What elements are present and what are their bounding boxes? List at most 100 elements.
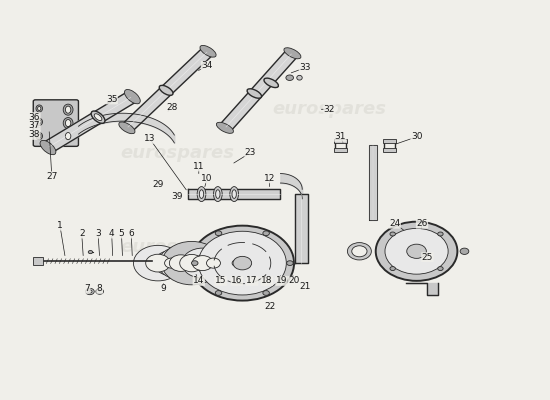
Ellipse shape xyxy=(232,190,236,198)
Text: 5: 5 xyxy=(119,229,124,238)
Text: 7: 7 xyxy=(84,284,90,293)
Circle shape xyxy=(196,250,231,276)
Circle shape xyxy=(390,266,395,270)
Ellipse shape xyxy=(284,48,301,59)
Circle shape xyxy=(162,242,222,285)
Circle shape xyxy=(169,255,192,271)
Text: 15: 15 xyxy=(215,276,226,285)
Ellipse shape xyxy=(216,190,220,198)
Text: eurospares: eurospares xyxy=(272,100,387,118)
Ellipse shape xyxy=(65,132,71,140)
Circle shape xyxy=(164,258,179,268)
Circle shape xyxy=(385,228,448,274)
Ellipse shape xyxy=(197,186,206,202)
Text: 19: 19 xyxy=(276,276,287,285)
Circle shape xyxy=(206,258,221,268)
Ellipse shape xyxy=(36,132,42,140)
Text: 30: 30 xyxy=(411,132,422,141)
Bar xyxy=(334,139,347,143)
Ellipse shape xyxy=(65,120,71,127)
Ellipse shape xyxy=(119,122,135,134)
Circle shape xyxy=(215,291,222,295)
Circle shape xyxy=(407,244,426,258)
Circle shape xyxy=(215,231,222,236)
FancyBboxPatch shape xyxy=(33,100,79,146)
Circle shape xyxy=(199,231,287,295)
Text: 35: 35 xyxy=(106,95,117,104)
Text: 33: 33 xyxy=(299,63,311,72)
Text: 11: 11 xyxy=(193,162,205,171)
Ellipse shape xyxy=(40,140,56,155)
Circle shape xyxy=(88,250,92,254)
Ellipse shape xyxy=(65,106,71,113)
Ellipse shape xyxy=(199,190,204,198)
Circle shape xyxy=(182,248,223,278)
Circle shape xyxy=(154,250,189,276)
Text: 25: 25 xyxy=(422,253,433,262)
Text: 23: 23 xyxy=(245,148,256,157)
Ellipse shape xyxy=(230,186,239,202)
Text: 22: 22 xyxy=(264,302,275,311)
Polygon shape xyxy=(220,51,297,130)
Bar xyxy=(32,257,42,266)
Ellipse shape xyxy=(159,85,173,95)
Polygon shape xyxy=(188,189,280,199)
Ellipse shape xyxy=(213,186,222,202)
Ellipse shape xyxy=(94,114,102,120)
Text: 10: 10 xyxy=(201,174,213,183)
Circle shape xyxy=(232,260,241,266)
Text: 20: 20 xyxy=(288,276,300,285)
Ellipse shape xyxy=(37,120,41,124)
Ellipse shape xyxy=(36,118,42,126)
Bar xyxy=(383,148,396,152)
Ellipse shape xyxy=(37,106,41,110)
Text: 31: 31 xyxy=(334,132,346,141)
Bar xyxy=(334,148,347,152)
Text: 26: 26 xyxy=(416,219,428,228)
Text: eurospares: eurospares xyxy=(120,144,234,162)
Text: 17: 17 xyxy=(246,276,258,285)
Text: 16: 16 xyxy=(231,276,243,285)
Ellipse shape xyxy=(241,228,256,299)
Text: 4: 4 xyxy=(109,229,114,238)
Text: 12: 12 xyxy=(264,174,275,183)
Text: 21: 21 xyxy=(299,282,311,291)
Text: 36: 36 xyxy=(29,113,40,122)
Circle shape xyxy=(352,246,367,257)
Circle shape xyxy=(192,256,213,271)
Text: 6: 6 xyxy=(128,229,134,238)
Circle shape xyxy=(233,256,252,270)
Text: 3: 3 xyxy=(95,229,101,238)
Text: 37: 37 xyxy=(29,121,40,130)
Polygon shape xyxy=(122,49,212,130)
Circle shape xyxy=(146,254,170,272)
Ellipse shape xyxy=(63,118,73,129)
Circle shape xyxy=(158,246,204,280)
Circle shape xyxy=(263,231,270,236)
Circle shape xyxy=(460,248,469,254)
Text: 9: 9 xyxy=(161,284,166,293)
Circle shape xyxy=(134,245,183,281)
Polygon shape xyxy=(406,283,438,295)
Text: eurospares: eurospares xyxy=(120,238,234,256)
Text: 1: 1 xyxy=(57,221,63,230)
Text: 34: 34 xyxy=(201,61,213,70)
Circle shape xyxy=(180,254,204,272)
Circle shape xyxy=(263,291,270,295)
Ellipse shape xyxy=(63,104,73,115)
Text: 18: 18 xyxy=(261,276,273,285)
Circle shape xyxy=(86,288,94,295)
Circle shape xyxy=(287,261,293,266)
Polygon shape xyxy=(295,194,307,263)
Ellipse shape xyxy=(91,111,105,123)
Circle shape xyxy=(286,75,294,80)
Ellipse shape xyxy=(37,134,41,138)
Polygon shape xyxy=(369,145,377,220)
Text: 38: 38 xyxy=(29,130,40,140)
Circle shape xyxy=(87,290,92,293)
Circle shape xyxy=(438,232,443,236)
Circle shape xyxy=(191,261,198,266)
Circle shape xyxy=(348,242,371,260)
Circle shape xyxy=(390,232,395,236)
Polygon shape xyxy=(44,93,136,151)
